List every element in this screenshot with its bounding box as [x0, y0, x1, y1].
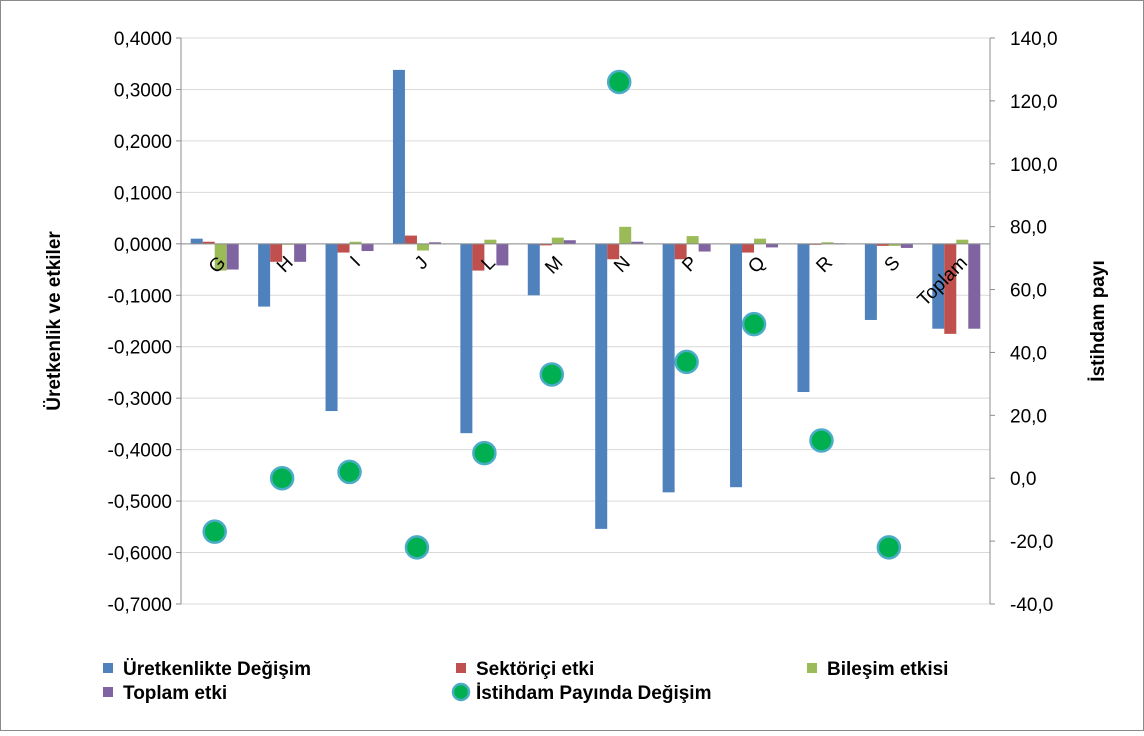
- left-tick-label: -0,3000: [108, 389, 172, 410]
- bar-toplam-etki-n: [631, 241, 644, 244]
- bar-toplam-etki-l: [496, 243, 509, 266]
- bar--retkenlikte-de-i-im-s: [864, 243, 877, 320]
- legend-marker: [103, 687, 113, 697]
- bar-toplam-etki-i: [361, 243, 374, 252]
- bar--retkenlikte-de-i-im-m: [527, 243, 540, 296]
- bar-sekt-ri-i-etki-n: [607, 243, 620, 260]
- bar-sekt-ri-i-etki-i: [337, 243, 350, 253]
- y-axis-left-title: Üretkenlik ve etkiler: [44, 231, 65, 411]
- legend-label: Sektöriçi etki: [476, 659, 594, 680]
- bar-sekt-ri-i-etki-g: [202, 241, 215, 244]
- bar--retkenlikte-de-i-im-h: [258, 243, 271, 307]
- left-tick-label: 0,1000: [114, 183, 172, 204]
- bar-sekt-ri-i-etki-l: [472, 243, 485, 271]
- left-axis-ticks: 0,4000 0,3000 0,2000 0,1000 0,0000 -0,1000 -0,…: [108, 29, 181, 616]
- bar-sekt-ri-i-etki-m: [539, 243, 552, 246]
- left-tick-label: -0,6000: [108, 544, 172, 565]
- point-s: [876, 535, 902, 560]
- left-tick-label: -0,4000: [108, 441, 172, 462]
- bar--retkenlikte-de-i-im-toplam: [932, 243, 945, 329]
- left-tick-label: 0,0000: [114, 235, 172, 256]
- bar-toplam-etki-j: [428, 242, 441, 244]
- bar-bile-im-etkisi-l: [484, 239, 497, 244]
- right-tick-label: 40,0: [1010, 343, 1047, 364]
- legend-label: Toplam etki: [123, 683, 227, 704]
- bar-toplam-etki-s: [900, 243, 913, 248]
- legend-marker: [451, 682, 471, 702]
- point-g: [202, 519, 227, 544]
- left-tick-label: 0,2000: [114, 132, 172, 153]
- bar-toplam-etki-h: [294, 243, 307, 262]
- right-tick-label: 140,0: [1010, 29, 1058, 50]
- left-tick-label: -0,7000: [108, 595, 172, 616]
- right-tick-label: 100,0: [1010, 155, 1058, 176]
- legend-marker: [807, 663, 817, 673]
- bar--retkenlikte-de-i-im-j: [392, 69, 405, 244]
- bar-sekt-ri-i-etki-j: [404, 235, 417, 244]
- bar-bile-im-etkisi-q: [754, 238, 767, 244]
- point-q: [741, 311, 767, 337]
- bar-bile-im-etkisi-g: [214, 243, 227, 271]
- bars: [190, 69, 981, 529]
- bar-sekt-ri-i-etki-toplam: [944, 243, 957, 334]
- bar--retkenlikte-de-i-im-r: [797, 243, 810, 393]
- bar-bile-im-etkisi-m: [551, 237, 564, 244]
- bar-sekt-ri-i-etki-s: [876, 243, 889, 246]
- point-j: [404, 535, 430, 560]
- bar-bile-im-etkisi-p: [686, 236, 699, 244]
- bar-bile-im-etkisi-r: [821, 242, 834, 244]
- y-axis-right-title: İstihdam payı: [1088, 260, 1109, 381]
- right-tick-label: 120,0: [1010, 92, 1058, 113]
- right-tick-label: 60,0: [1010, 281, 1047, 302]
- left-tick-label: -0,2000: [108, 338, 172, 359]
- right-tick-label: 80,0: [1010, 218, 1047, 239]
- legend-marker: [456, 663, 466, 673]
- bar--retkenlikte-de-i-im-l: [460, 243, 473, 434]
- point-i: [337, 459, 362, 485]
- left-tick-label: 0,3000: [114, 80, 172, 101]
- legend-label: Üretkenlikte Değişim: [123, 659, 311, 680]
- bar--retkenlikte-de-i-im-i: [325, 243, 338, 412]
- legend-label: Bileşim etkisi: [827, 659, 948, 680]
- point-h: [269, 465, 295, 491]
- point-p: [674, 349, 699, 375]
- point-l: [472, 440, 497, 466]
- point-n: [606, 69, 632, 95]
- bar--retkenlikte-de-i-im-g: [190, 238, 203, 244]
- bar-sekt-ri-i-etki-q: [742, 243, 755, 253]
- point-m: [539, 362, 565, 387]
- bar-toplam-etki-q: [766, 243, 779, 248]
- right-tick-label: -40,0: [1010, 595, 1053, 616]
- bar-bile-im-etkisi-n: [619, 226, 632, 244]
- right-tick-label: 20,0: [1010, 406, 1047, 427]
- legend-marker: [103, 663, 113, 673]
- scatter-points: [202, 69, 902, 560]
- right-axis-ticks: 140,0 120,0 100,0 80,0 60,0 40,0 20,0 0,0 -20,0 -…: [990, 29, 1058, 616]
- point-r: [809, 428, 834, 453]
- bar-sekt-ri-i-etki-h: [270, 243, 283, 262]
- bar-toplam-etki-g: [226, 243, 239, 270]
- bar-toplam-etki-m: [563, 240, 576, 244]
- left-tick-label: 0,4000: [114, 29, 172, 50]
- bar-toplam-etki-toplam: [968, 243, 981, 329]
- bar-bile-im-etkisi-s: [888, 243, 901, 246]
- bar--retkenlikte-de-i-im-p: [662, 243, 675, 493]
- bar-bile-im-etkisi-i: [349, 241, 362, 244]
- left-tick-label: -0,5000: [108, 492, 172, 513]
- bar-bile-im-etkisi-toplam: [956, 239, 969, 244]
- bar--retkenlikte-de-i-im-n: [595, 243, 608, 529]
- bar-bile-im-etkisi-j: [416, 243, 429, 251]
- bar--retkenlikte-de-i-im-q: [730, 243, 743, 488]
- bar-toplam-etki-p: [698, 243, 711, 252]
- bar-sekt-ri-i-etki-p: [674, 243, 687, 260]
- right-tick-label: 0,0: [1010, 469, 1036, 490]
- legend: Üretkenlikte Değişim Sektöriçi etki Bileşi…: [103, 659, 948, 704]
- legend-label: İstihdam Payında Değişim: [476, 683, 711, 704]
- right-tick-label: -20,0: [1010, 532, 1053, 553]
- left-tick-label: -0,1000: [108, 286, 172, 307]
